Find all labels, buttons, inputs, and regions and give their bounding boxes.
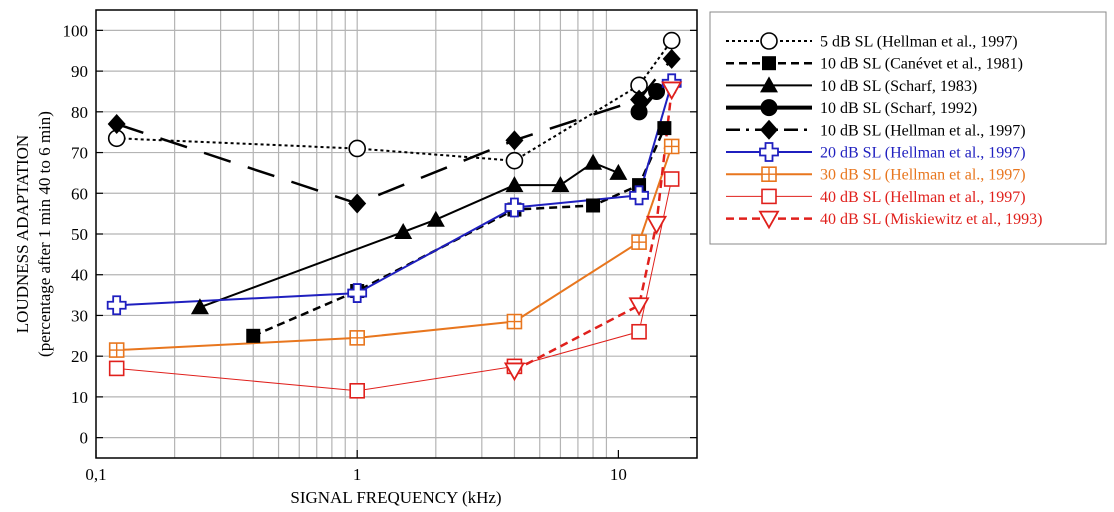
grid-lines <box>96 10 698 458</box>
data-point <box>631 234 647 250</box>
y-tick-label: 60 <box>71 184 88 203</box>
data-point <box>663 138 680 155</box>
data-point <box>657 121 672 136</box>
data-point <box>646 215 668 235</box>
data-point <box>426 210 445 227</box>
data-point <box>504 197 525 218</box>
data-point <box>108 360 125 377</box>
data-point <box>106 295 127 316</box>
x-tick-label: 10 <box>610 465 627 484</box>
data-point <box>505 151 524 170</box>
legend-label: 30 dB SL (Hellman et al., 1997) <box>820 167 1026 184</box>
legend-item: 20 dB SL (Hellman et al., 1997) <box>726 142 1026 162</box>
data-point <box>609 163 628 180</box>
legend-label: 40 dB SL (Miskiewitz et al., 1993) <box>820 211 1043 228</box>
data-point <box>663 171 680 187</box>
legend-item: 40 dB SL (Miskiewitz et al., 1993) <box>726 210 1043 230</box>
legend-label: 10 dB SL (Hellman et al., 1997) <box>820 122 1026 139</box>
data-point <box>503 362 525 382</box>
y-tick-label: 10 <box>71 388 88 407</box>
legend-item: 40 dB SL (Hellman et al., 1997) <box>726 188 1026 206</box>
legend-item: 5 dB SL (Hellman et al., 1997) <box>726 32 1018 51</box>
y-tick-label: 90 <box>71 62 88 81</box>
data-point <box>762 56 776 71</box>
y-axis-title-line1: LOUDNESS ADAPTATION <box>13 135 32 333</box>
series-line <box>252 127 666 337</box>
data-point <box>629 185 649 206</box>
data-point <box>628 297 650 317</box>
data-point <box>505 176 524 193</box>
legend-label: 20 dB SL (Hellman et al., 1997) <box>820 145 1026 162</box>
data-point <box>630 89 649 110</box>
data-point <box>348 139 366 158</box>
legend-items: 5 dB SL (Hellman et al., 1997) 10 dB SL (… <box>726 32 1043 230</box>
data-point <box>761 188 777 205</box>
data-point <box>662 48 681 69</box>
legend-label: 5 dB SL (Hellman et al., 1997) <box>820 34 1018 51</box>
data-point <box>760 32 778 50</box>
data-point <box>758 210 780 230</box>
y-tick-label: 80 <box>71 103 88 122</box>
x-axis-title: SIGNAL FREQUENCY (kHz) <box>290 488 501 507</box>
data-point <box>107 114 126 135</box>
series-line <box>513 89 673 372</box>
legend-item: 10 dB SL (Scharf, 1983) <box>726 76 977 95</box>
data-point <box>759 142 779 162</box>
data-point <box>347 283 368 303</box>
legend-item: 10 dB SL (Scharf, 1992) <box>726 99 977 117</box>
legend-label: 40 dB SL (Hellman et al., 1997) <box>820 189 1026 206</box>
data-point <box>108 342 125 358</box>
y-axis-title-line2: (percentage after 1 min 40 to 6 min) <box>35 111 54 357</box>
data-point <box>348 193 367 214</box>
legend-label: 10 dB SL (Scharf, 1992) <box>820 100 977 117</box>
data-point <box>506 313 523 330</box>
data-point <box>661 81 683 101</box>
legend-label: 10 dB SL (Canévet et al., 1981) <box>820 56 1023 73</box>
data-point <box>631 323 647 340</box>
data-point <box>505 130 524 151</box>
data-point <box>586 198 601 213</box>
y-tick-label: 50 <box>71 225 88 244</box>
series-markers <box>106 31 683 399</box>
data-point <box>246 328 261 343</box>
legend-item: 10 dB SL (Canévet et al., 1981) <box>726 56 1023 73</box>
tick-labels: 0 10 20 30 40 50 60 70 80 90 100 0,1 1 10 <box>63 21 627 484</box>
y-tick-label: 40 <box>71 266 88 285</box>
x-tick-label: 1 <box>353 465 362 484</box>
data-point <box>761 166 777 182</box>
y-tick-label: 30 <box>71 306 88 325</box>
data-point <box>760 99 778 117</box>
data-point <box>394 222 413 239</box>
data-point <box>349 330 365 346</box>
data-point <box>190 298 209 315</box>
data-point <box>662 31 681 50</box>
data-point <box>551 176 570 193</box>
y-tick-label: 100 <box>63 21 89 40</box>
data-point <box>584 153 603 170</box>
y-tick-label: 20 <box>71 347 88 366</box>
y-tick-label: 70 <box>71 144 88 163</box>
data-point <box>648 82 666 100</box>
legend-item: 10 dB SL (Hellman et al., 1997) <box>726 119 1026 140</box>
data-point <box>349 382 365 399</box>
legend-label: 10 dB SL (Scharf, 1983) <box>820 78 977 95</box>
legend: 5 dB SL (Hellman et al., 1997) 10 dB SL (… <box>709 11 1107 245</box>
data-point <box>760 119 778 140</box>
y-tick-label: 0 <box>80 429 89 448</box>
data-point <box>760 76 778 93</box>
axis-ticks <box>95 29 697 458</box>
legend-item: 30 dB SL (Hellman et al., 1997) <box>726 166 1026 184</box>
x-tick-label: 0,1 <box>85 465 106 484</box>
